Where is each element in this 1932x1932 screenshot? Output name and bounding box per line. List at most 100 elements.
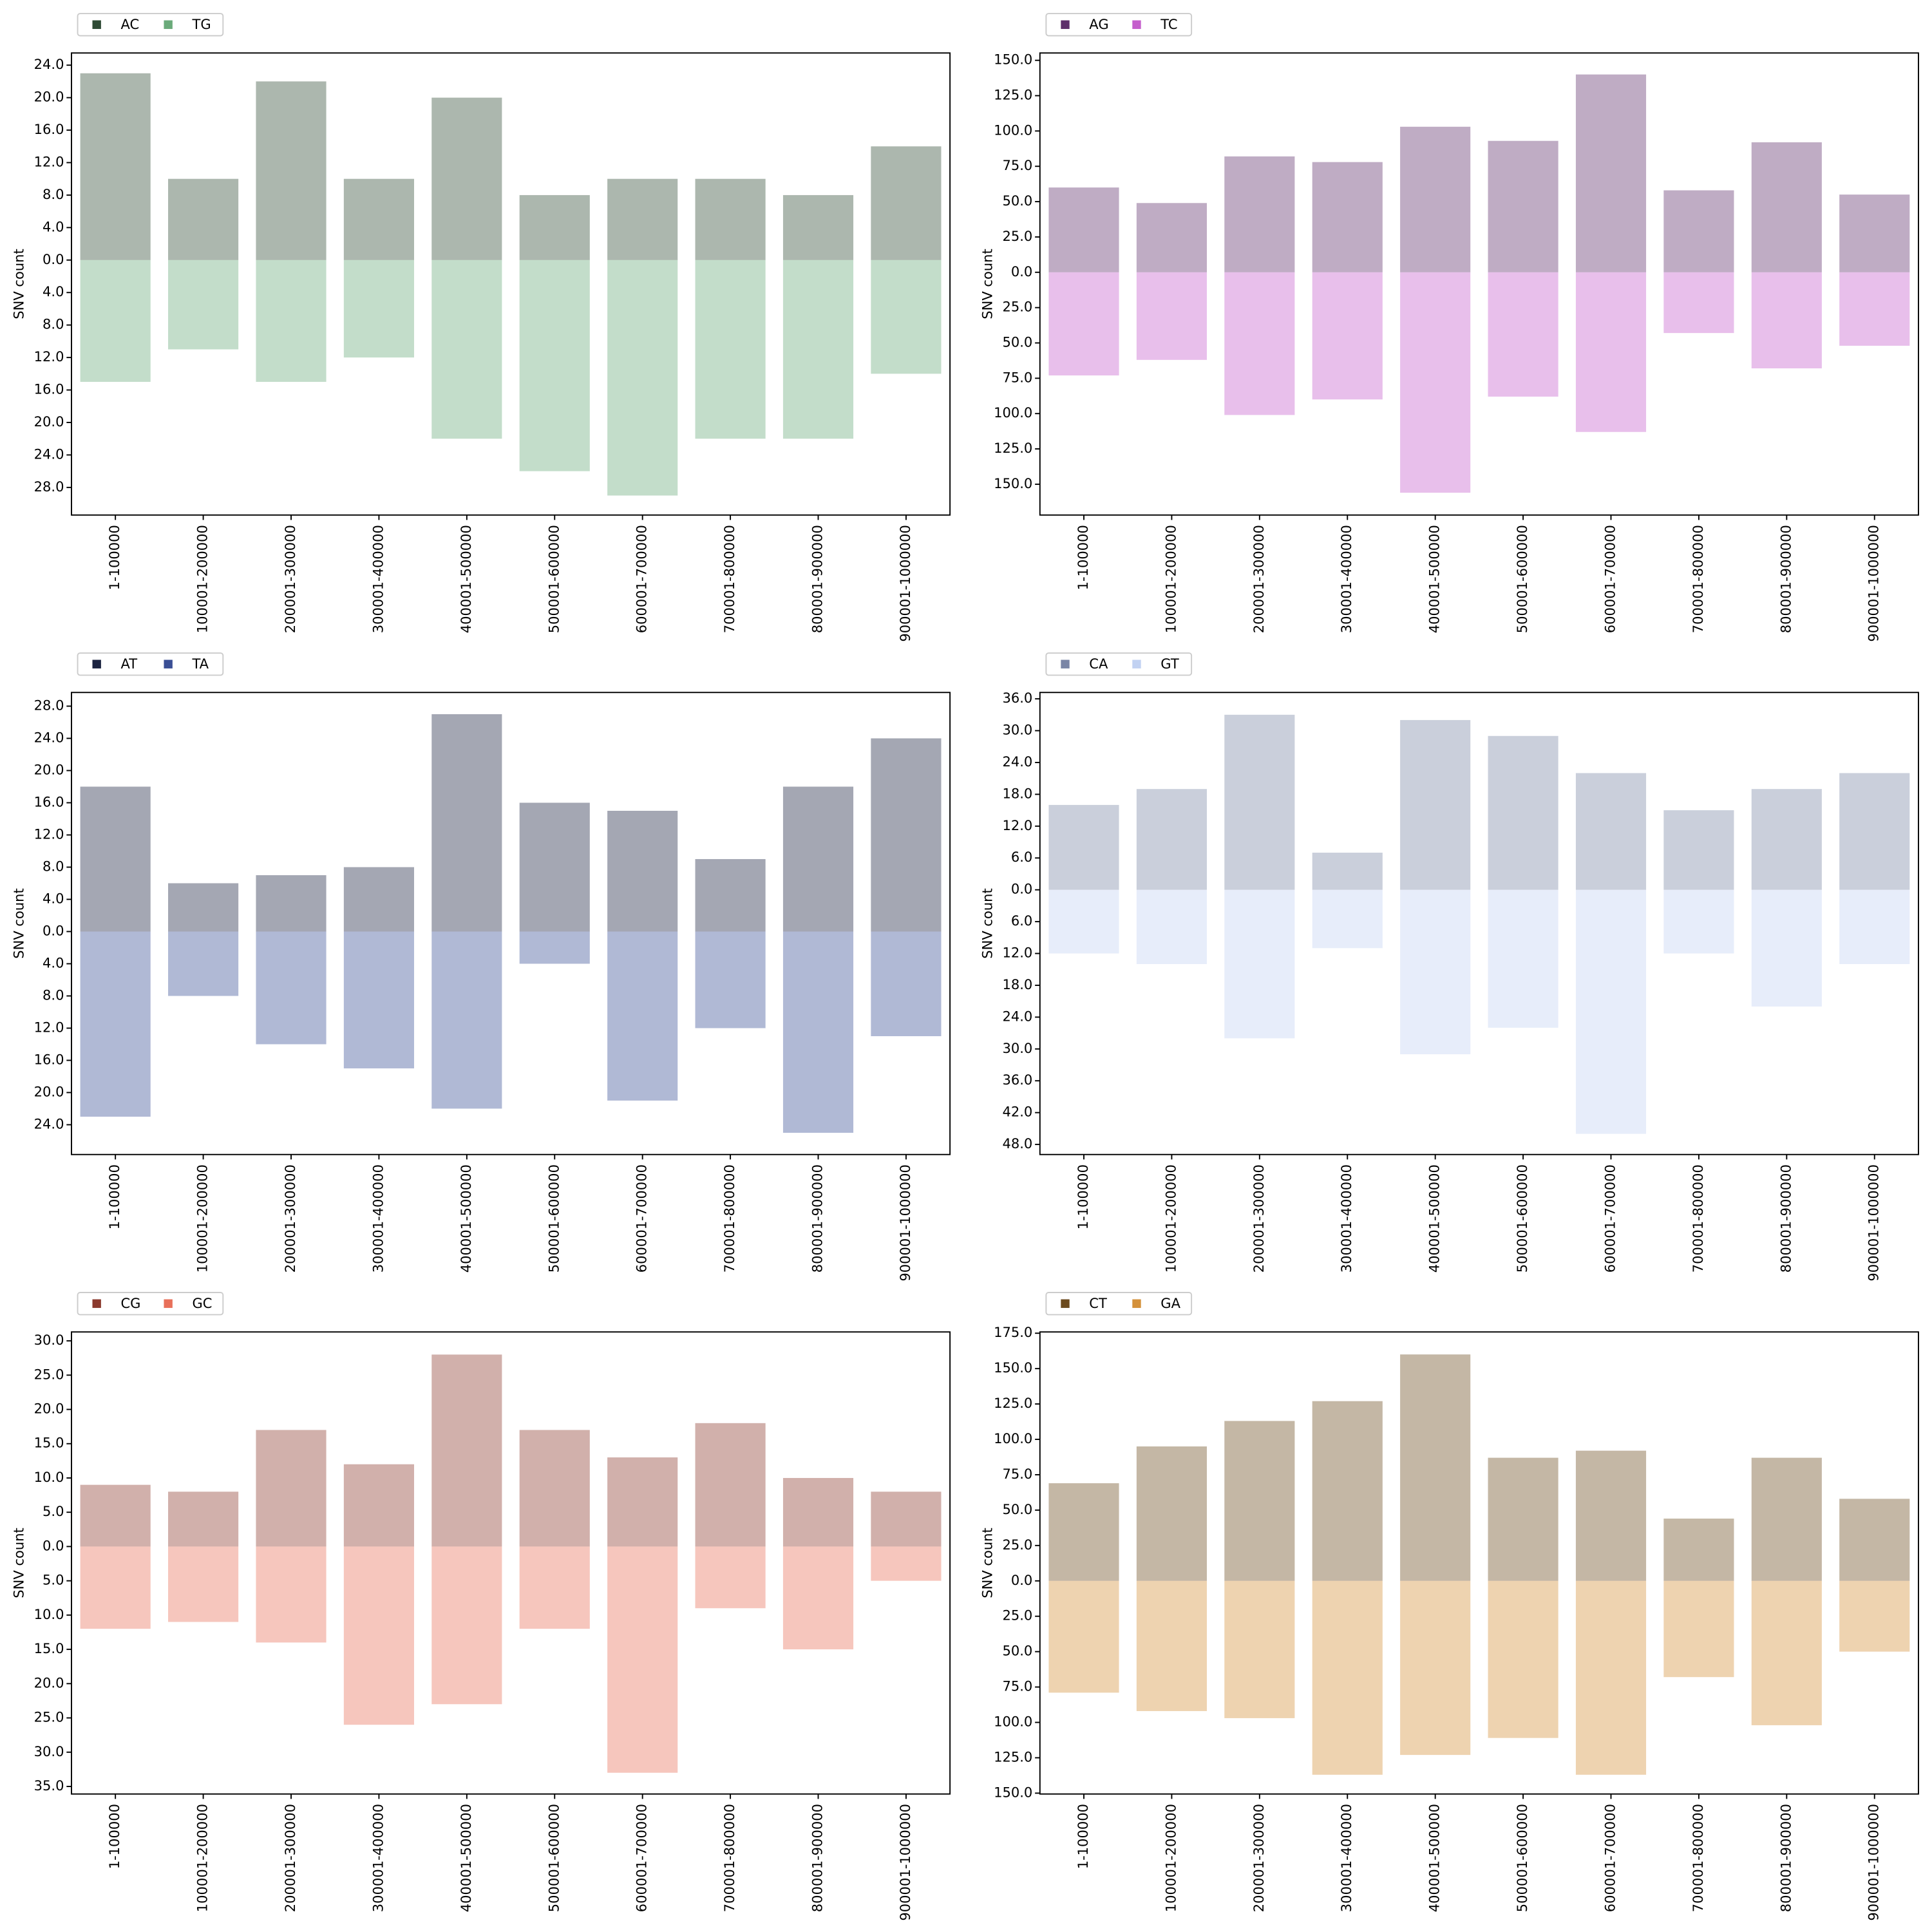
y-axis-label: SNV count [11, 888, 27, 959]
y-tick-label: 16.0 [34, 793, 64, 810]
bar [256, 1430, 327, 1547]
axes-frame [71, 692, 951, 1155]
bar [1136, 1446, 1207, 1581]
x-tick-label: 500001-600000 [1514, 1804, 1530, 1912]
y-tick-label: 0.0 [1011, 1572, 1032, 1588]
bar [1136, 889, 1207, 965]
axes-frame [71, 52, 951, 516]
bar [1839, 773, 1910, 890]
legend: AT TA [77, 652, 224, 676]
y-tick-label: 48.0 [1002, 1135, 1032, 1151]
y-tick-label: 30.0 [34, 1743, 64, 1759]
bar [1048, 1580, 1119, 1693]
x-tick-label: 800001-900000 [810, 525, 826, 633]
bar [871, 738, 942, 932]
bar [519, 194, 590, 260]
y-tick-label: 125.0 [994, 87, 1032, 103]
legend-box [77, 652, 224, 676]
y-tick-label: 28.0 [34, 478, 64, 495]
x-tick-label: 900001-1000000 [1866, 1164, 1882, 1282]
legend-label: CT [1089, 1295, 1107, 1311]
bar [1839, 194, 1910, 272]
bar [1136, 272, 1207, 360]
subplot: 36.0 30.0 24.0 18.0 12.0 6.0 0.0 6.0 12.0 18.0 24.… [979, 652, 1919, 1282]
bar [695, 1546, 766, 1609]
y-tick-label: 4.0 [43, 954, 64, 971]
x-tick-label: 700001-800000 [1690, 1804, 1706, 1912]
legend-swatch [92, 20, 101, 29]
bar [1312, 1401, 1383, 1581]
bar [1224, 889, 1295, 1039]
bar [1575, 1450, 1647, 1581]
x-tick-label: 1-100000 [1075, 1804, 1091, 1869]
x-tick-label: 200001-300000 [282, 1164, 298, 1273]
bar [1312, 889, 1383, 949]
y-tick-label: 6.0 [1011, 849, 1032, 865]
bar [607, 260, 678, 496]
x-tick-label: 500001-600000 [1514, 525, 1530, 633]
bar [1224, 1421, 1295, 1581]
bar [256, 875, 327, 932]
x-tick-label: 800001-900000 [1777, 1164, 1794, 1273]
axes-frame [1039, 692, 1919, 1155]
x-tick-label: 600001-700000 [634, 1164, 650, 1273]
y-tick-label: 8.0 [43, 186, 64, 202]
bar [1663, 190, 1734, 272]
x-tick-label: 100001-200000 [194, 1804, 211, 1912]
y-tick-label: 0.0 [1011, 881, 1032, 897]
bar [1751, 142, 1822, 272]
x-tick-label: 100001-200000 [1162, 1164, 1179, 1273]
bar [1400, 126, 1471, 272]
y-tick-label: 25.0 [34, 1366, 64, 1382]
y-tick-label: 20.0 [34, 762, 64, 778]
y-tick-label: 12.0 [34, 1019, 64, 1035]
bar [431, 1546, 502, 1705]
y-tick-label: 100.0 [994, 1430, 1032, 1446]
subplot: 150.0 125.0 100.0 75.0 50.0 25.0 0.0 25.0 50.0 75… [979, 13, 1919, 642]
legend: CG GC [77, 1292, 224, 1316]
y-tick-label: 150.0 [994, 1784, 1032, 1800]
x-tick-label: 1-100000 [106, 1164, 122, 1229]
x-tick-label: 200001-300000 [1251, 1164, 1267, 1273]
y-tick-label: 10.0 [34, 1606, 64, 1622]
bar [1751, 889, 1822, 1007]
y-tick-label: 5.0 [43, 1572, 64, 1588]
y-tick-label: 25.0 [1002, 299, 1032, 315]
bar [1048, 1483, 1119, 1581]
y-tick-label: 24.0 [1002, 1008, 1032, 1024]
bar [695, 1423, 766, 1547]
y-tick-label: 24.0 [34, 1115, 64, 1132]
legend-label: TA [191, 656, 209, 672]
bar [1224, 1580, 1295, 1718]
x-tick-label: 900001-1000000 [897, 1804, 913, 1921]
bar [1048, 272, 1119, 375]
y-tick-label: 10.0 [34, 1469, 64, 1485]
bar [1751, 272, 1822, 368]
y-axis-label: SNV count [979, 249, 995, 319]
bar [1751, 1580, 1822, 1725]
bar [343, 1464, 414, 1547]
y-tick-label: 30.0 [1002, 1040, 1032, 1056]
legend: CT GA [1045, 1292, 1193, 1316]
legend-label: GT [1160, 656, 1179, 672]
bar [343, 867, 414, 932]
legend-box [1045, 652, 1193, 676]
bar [256, 81, 327, 260]
x-tick-label: 300001-400000 [370, 1164, 386, 1273]
legend-swatch [1061, 659, 1070, 668]
y-tick-label: 18.0 [1002, 785, 1032, 801]
x-tick-label: 100001-200000 [1162, 1804, 1179, 1912]
x-tick-label: 1-100000 [106, 1804, 122, 1869]
x-tick-label: 200001-300000 [1251, 525, 1267, 633]
bar [1488, 889, 1558, 1028]
y-tick-label: 16.0 [34, 1051, 64, 1067]
x-tick-label: 500001-600000 [545, 525, 562, 633]
bar [1136, 1580, 1207, 1711]
bar [1488, 1457, 1558, 1581]
legend-swatch [164, 659, 173, 668]
bar [782, 1477, 854, 1547]
bar [695, 178, 766, 260]
x-tick-label: 500001-600000 [1514, 1164, 1530, 1273]
y-tick-label: 28.0 [34, 697, 64, 714]
bar [343, 178, 414, 260]
